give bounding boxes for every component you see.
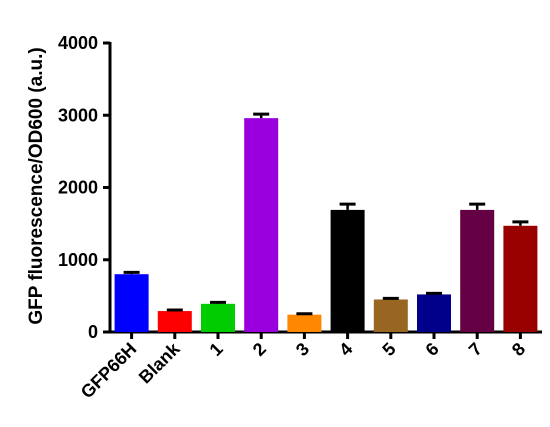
x-tick-label: 4	[335, 339, 356, 360]
y-tick-label: 4000	[58, 33, 98, 53]
y-axis-label: GFP fluorescence/OD600 (a.u.)	[26, 47, 47, 324]
x-tick-label: 6	[422, 339, 443, 360]
x-tick-label: 2	[249, 339, 270, 360]
bar-7	[460, 209, 495, 332]
x-tick-label: GFP66H	[77, 339, 141, 403]
bar-3	[287, 314, 322, 332]
bar-1	[201, 303, 235, 332]
x-tick-label: 7	[465, 339, 486, 360]
x-tick-label: 3	[292, 339, 313, 360]
error-bars	[123, 112, 529, 316]
y-tick-label: 3000	[58, 105, 98, 125]
x-tick-label: 1	[206, 339, 227, 360]
bar-blank	[157, 311, 192, 332]
bar-8	[503, 225, 538, 332]
bar-6	[417, 294, 451, 332]
bar-5	[373, 299, 408, 332]
y-ticks: 0 1000 2000 3000 4000	[58, 33, 110, 342]
bar-4	[330, 209, 365, 332]
x-tick-label: 8	[508, 339, 529, 360]
bars	[114, 118, 538, 332]
y-tick-label: 1000	[58, 250, 98, 270]
x-tick-label: 5	[378, 339, 399, 360]
bar-2	[244, 118, 279, 332]
y-tick-label: 0	[88, 322, 98, 342]
bar-gfp66h	[114, 274, 149, 332]
y-tick-label: 2000	[58, 178, 98, 198]
x-tick-label: Blank	[135, 338, 185, 388]
